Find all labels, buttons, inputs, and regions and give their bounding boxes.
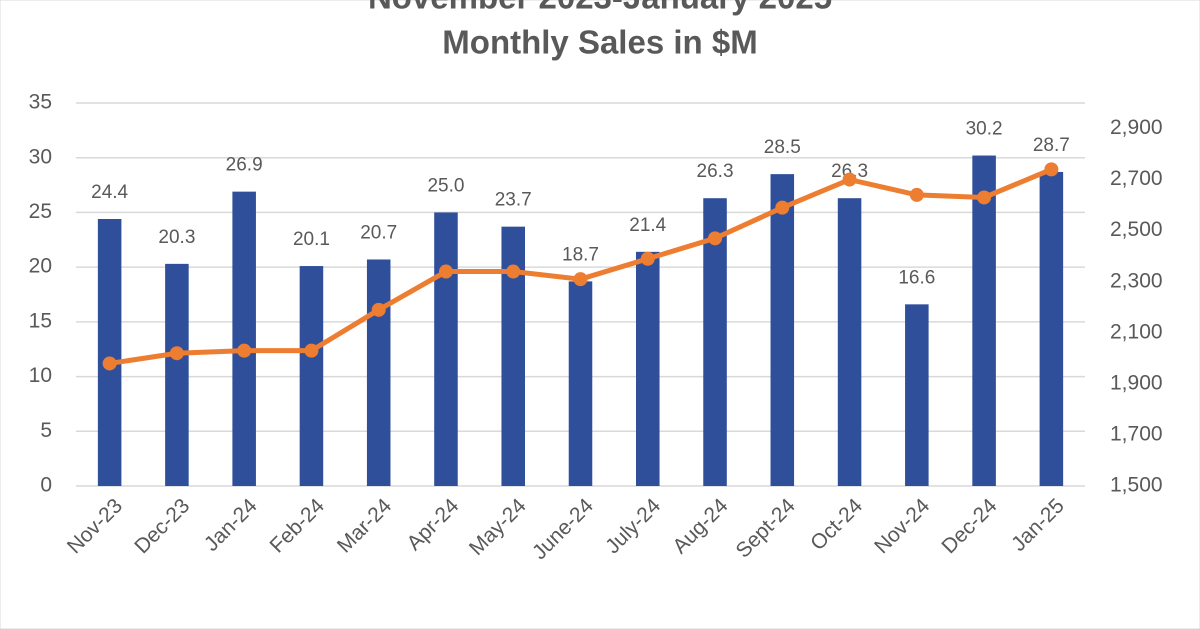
y-tick-label: 20	[29, 255, 52, 278]
line-point	[909, 187, 924, 202]
line-point	[640, 251, 655, 266]
bar	[905, 304, 929, 486]
bar	[972, 155, 996, 487]
line-point	[977, 190, 992, 205]
line-point	[237, 343, 252, 358]
data-label: 26.9	[226, 155, 263, 176]
chart-subtitle: Monthly Sales in $M	[442, 24, 757, 61]
bar	[232, 191, 256, 486]
data-label: 30.2	[966, 119, 1003, 140]
bar	[568, 281, 593, 486]
y-tick-label: 0	[40, 474, 52, 497]
bar	[635, 251, 660, 486]
bar	[501, 226, 526, 486]
data-label: 20.7	[360, 222, 397, 243]
line-point	[573, 272, 588, 287]
y2-tick-label: 2,900	[1110, 116, 1163, 139]
data-label: 20.3	[158, 227, 195, 248]
data-label: 24.4	[91, 182, 128, 203]
y2-tick-label: 2,500	[1110, 218, 1163, 241]
bar	[165, 263, 189, 486]
line-point	[1044, 162, 1059, 177]
bar	[837, 198, 862, 486]
y2-tick-label: 1,700	[1110, 422, 1163, 445]
line-point	[371, 302, 386, 317]
line-point	[842, 172, 857, 187]
line-point	[169, 346, 184, 361]
bar	[299, 266, 324, 486]
line-point	[438, 264, 453, 279]
data-label: 16.6	[898, 267, 935, 288]
line-point	[775, 200, 790, 215]
bar	[434, 212, 458, 486]
y-tick-label: 15	[29, 309, 52, 332]
line-point	[708, 231, 723, 246]
y-tick-label: 5	[40, 419, 52, 442]
y2-tick-label: 1,900	[1110, 371, 1163, 394]
bar	[770, 174, 795, 486]
y-tick-label: 10	[29, 364, 52, 387]
data-label: 18.7	[562, 244, 599, 265]
line-point	[506, 264, 521, 279]
data-label: 26.3	[831, 161, 868, 182]
y-tick-label: 25	[29, 200, 52, 223]
data-label: 21.4	[629, 215, 666, 236]
data-label: 28.7	[1033, 135, 1070, 156]
bar	[1039, 171, 1064, 486]
line-point	[102, 356, 117, 371]
bar	[703, 198, 727, 486]
data-label: 26.3	[697, 161, 734, 182]
bar	[366, 259, 391, 486]
data-label: 20.1	[293, 229, 330, 250]
y2-tick-label: 2,300	[1110, 269, 1163, 292]
bar	[97, 218, 122, 486]
y-tick-label: 30	[29, 145, 52, 168]
y-tick-label: 35	[29, 91, 52, 114]
data-label: 25.0	[427, 175, 464, 196]
data-label: 28.5	[764, 137, 801, 158]
line-point	[304, 343, 319, 358]
data-label: 23.7	[495, 190, 532, 211]
y2-tick-label: 1,500	[1110, 474, 1163, 497]
y2-tick-label: 2,100	[1110, 320, 1163, 343]
y2-tick-label: 2,700	[1110, 167, 1163, 190]
